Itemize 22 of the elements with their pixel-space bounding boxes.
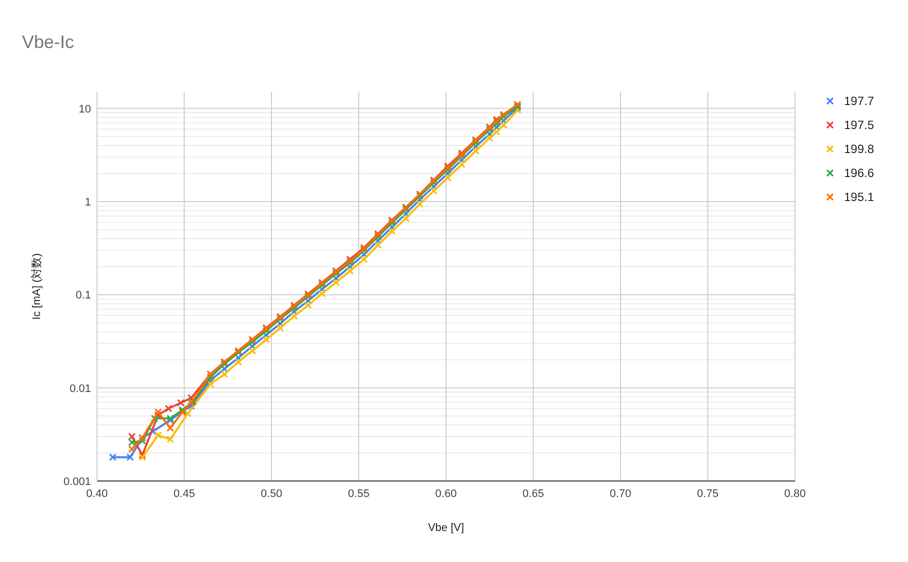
x-axis-title: Vbe [V]	[428, 522, 464, 534]
y-tick-label: 1	[84, 196, 91, 209]
y-axis-title: Ic [mA] (対数)	[30, 253, 43, 320]
x-tick-label: 0.60	[435, 488, 457, 500]
y-tick-label: 0.1	[76, 290, 91, 302]
x-tick-label: 0.65	[522, 488, 544, 500]
y-tick-label: 0.001	[63, 476, 91, 488]
legend-label: 199.8	[844, 142, 874, 156]
x-tick-label: 0.40	[86, 488, 108, 500]
x-tick-label: 0.55	[348, 488, 370, 500]
y-tick-label: 10	[78, 103, 91, 116]
x-tick-label: 0.45	[174, 488, 195, 500]
chart-title: Vbe-Ic	[22, 32, 74, 52]
y-tick-label: 0.01	[70, 382, 91, 395]
legend-label: 196.6	[844, 166, 874, 180]
legend-label: 197.7	[844, 94, 874, 108]
legend-label: 195.1	[844, 190, 874, 204]
x-tick-label: 0.50	[260, 488, 282, 500]
x-tick-label: 0.80	[784, 488, 806, 500]
legend-label: 197.5	[844, 118, 874, 132]
x-tick-label: 0.75	[697, 488, 718, 500]
x-tick-label: 0.70	[610, 488, 632, 500]
